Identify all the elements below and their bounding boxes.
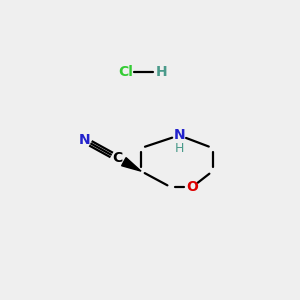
Polygon shape <box>122 158 141 171</box>
Text: Cl: Cl <box>118 65 134 79</box>
Text: H: H <box>175 142 184 155</box>
Text: H: H <box>156 65 168 79</box>
Text: N: N <box>173 128 185 142</box>
Text: N: N <box>79 133 91 147</box>
Text: C: C <box>112 151 123 165</box>
Text: O: O <box>186 180 198 194</box>
